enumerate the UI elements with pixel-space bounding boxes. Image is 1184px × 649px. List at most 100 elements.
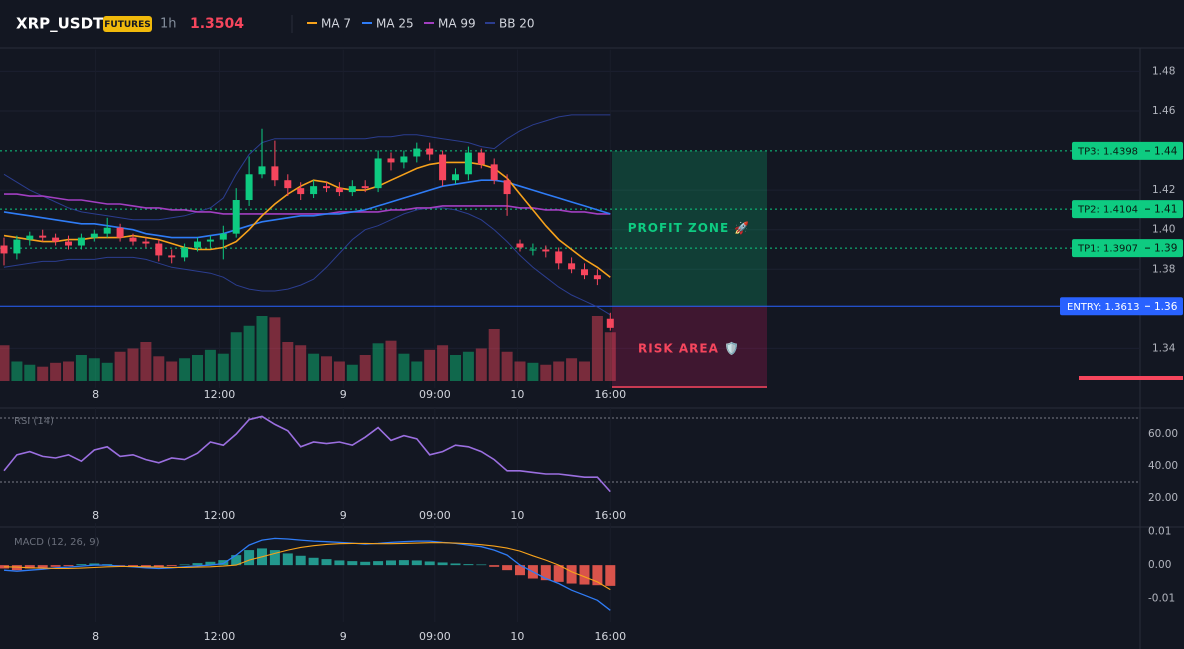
candle-body <box>310 186 318 195</box>
candle-body <box>516 243 524 248</box>
price: 1.3504 <box>190 16 244 32</box>
volume-bar <box>411 361 423 381</box>
macd-histogram <box>192 563 203 566</box>
candle-body <box>503 180 511 195</box>
volume-bar <box>101 362 113 381</box>
volume-bar <box>50 362 62 381</box>
macd-histogram <box>334 560 345 566</box>
macd-histogram <box>360 561 371 566</box>
macd-histogram <box>592 565 603 586</box>
level-tag <box>1072 141 1183 160</box>
macd-histogram <box>24 565 35 569</box>
volume-bar <box>140 342 152 381</box>
candle-body <box>374 158 382 189</box>
level-label: TP2: 1.4104 <box>1077 205 1138 216</box>
x-tick-label: 16:00 <box>594 630 626 643</box>
volume-bar <box>217 353 229 381</box>
macd-histogram <box>540 565 551 581</box>
volume-bar <box>385 340 397 381</box>
candle-body <box>555 251 563 264</box>
macd-histogram <box>450 563 461 566</box>
legend-label: MA 99 <box>438 17 476 31</box>
bb-upper <box>3 114 611 221</box>
volume-bar <box>579 361 590 381</box>
x-tick-label: 09:00 <box>419 388 451 401</box>
candle-body <box>77 237 85 246</box>
x-tick-label: 10 <box>510 630 524 643</box>
volume-bar <box>88 358 100 381</box>
candle-body <box>490 164 498 181</box>
volume-bar <box>204 349 216 381</box>
macd-histogram <box>153 565 164 568</box>
candle-body <box>361 186 369 189</box>
volume-bar <box>179 358 191 381</box>
candle-body <box>413 148 421 157</box>
candle-body <box>335 188 343 193</box>
y-tick-label: 1.46 <box>1152 105 1176 117</box>
candle-body <box>529 249 537 251</box>
y-tick-label: 1.48 <box>1152 65 1175 77</box>
candle-body <box>258 166 266 175</box>
y-tick-label: 40.00 <box>1148 460 1178 472</box>
signal-line <box>3 542 611 591</box>
x-tick-label: 8 <box>92 509 99 522</box>
volume-bar <box>450 355 461 381</box>
volume-bar <box>295 345 307 381</box>
panel-title: MACD (12, 26, 9) <box>14 537 100 548</box>
macd-histogram <box>515 565 525 576</box>
legend-label: MA 7 <box>321 17 351 31</box>
macd-histogram <box>502 565 513 571</box>
volume-bar <box>166 361 178 381</box>
profit-zone-label: PROFIT ZONE 🚀 <box>628 221 751 235</box>
level-label: TP3: 1.4398 <box>1077 146 1138 157</box>
x-tick-label: 12:00 <box>204 630 236 643</box>
x-tick-label: 8 <box>92 630 99 643</box>
candle-body <box>103 227 111 234</box>
x-tick-label: 09:00 <box>419 509 451 522</box>
macd-histogram <box>476 564 487 566</box>
candle-body <box>232 200 240 234</box>
y-tick-label: 0.00 <box>1148 559 1171 571</box>
volume-bar <box>591 316 603 381</box>
bottom-tag <box>1079 376 1183 380</box>
candle-body <box>400 156 408 163</box>
candle-body <box>129 237 137 242</box>
candle-body <box>464 152 472 175</box>
level-label: TP1: 1.3907 <box>1077 244 1138 255</box>
candle-body <box>568 263 576 270</box>
macd-histogram <box>605 565 616 586</box>
badge: FUTURES <box>104 20 150 30</box>
profit-zone <box>612 150 767 307</box>
volume-bar <box>243 325 255 381</box>
volume-bar <box>192 355 203 381</box>
volume-bar <box>372 343 384 381</box>
macd-histogram <box>424 561 435 566</box>
interval: 1h <box>160 17 177 32</box>
candle-body <box>452 174 459 181</box>
legend-label: MA 25 <box>376 17 414 31</box>
volume-bar <box>566 358 578 381</box>
rsi-line <box>3 415 611 493</box>
candle-body <box>168 255 176 258</box>
volume-bar <box>540 364 552 381</box>
volume-bar <box>114 351 126 381</box>
y-tick-label: -0.01 <box>1148 593 1175 605</box>
macd-histogram <box>437 562 448 566</box>
panel-title: RSI (14) <box>14 416 54 427</box>
macd-histogram <box>566 565 577 584</box>
y-tick-label: 1.40 <box>1152 224 1175 236</box>
y-tick-label: 0.01 <box>1148 526 1171 538</box>
candle-body <box>52 237 60 242</box>
volume-bar <box>398 353 410 381</box>
level-tag <box>1072 200 1183 219</box>
volume-bar <box>437 345 449 381</box>
badge-bg <box>103 16 152 32</box>
y-tick-label: 60.00 <box>1148 428 1178 440</box>
volume-bar <box>308 353 320 381</box>
candle-body <box>13 239 21 254</box>
macd-histogram <box>282 553 293 566</box>
macd-histogram <box>295 555 306 566</box>
volume-bar <box>63 361 74 381</box>
macd-histogram <box>89 563 100 566</box>
